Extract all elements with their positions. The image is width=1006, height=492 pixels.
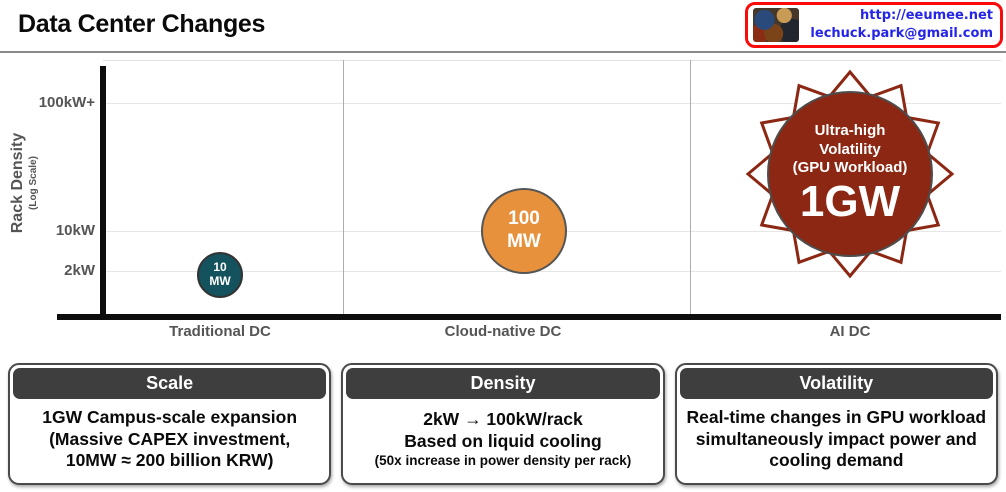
page-title: Data Center Changes (18, 10, 266, 38)
ai-value: 1GW (799, 177, 901, 227)
x-label-cloud-native-dc: Cloud-native DC (444, 323, 562, 340)
bubble-traditional-value-line2: MW (209, 274, 231, 288)
card-volatility-line2: simultaneously impact power and (695, 428, 977, 449)
y-tick-10kw: 10kW (55, 222, 95, 239)
y-axis-subtitle: (Log Scale) (28, 156, 39, 210)
card-density: Density 2kW → 100kW/rack Based on liquid… (341, 363, 665, 485)
ai-label-line1: Ultra-high (814, 122, 886, 140)
card-scale-line3: 10MW ≈ 200 billion KRW) (65, 450, 274, 471)
y-axis-title: Rack Density (Log Scale) (9, 103, 39, 263)
card-volatility-line1: Real-time changes in GPU workload (686, 406, 987, 427)
chart-top-border (103, 60, 1001, 61)
card-volatility: Volatility Real-time changes in GPU work… (674, 363, 998, 485)
bubble-cloud-native-dc: 100 MW (481, 188, 567, 274)
bubble-chart: Rack Density (Log Scale) 100kW+ 10kW 2kW… (0, 53, 1006, 359)
ai-label-line3: (GPU Workload) (792, 159, 908, 177)
badge-text: http://eeumee.net lechuck.park@gmail.com (806, 7, 993, 43)
y-axis-title-text: Rack Density (9, 132, 26, 234)
bubble-traditional-value-line1: 10 (213, 260, 227, 275)
y-tick-2kw: 2kW (64, 262, 95, 279)
card-density-title: Density (346, 368, 660, 399)
contact-email[interactable]: lechuck.park@gmail.com (810, 26, 993, 41)
card-volatility-body: Real-time changes in GPU workload simult… (680, 399, 993, 480)
ai-circle (767, 91, 933, 257)
column-divider-1 (343, 60, 344, 314)
bubble-traditional-dc: 10 MW (197, 252, 243, 298)
ai-label-line2: Volatility (819, 140, 881, 158)
card-scale-title: Scale (13, 368, 327, 399)
logo-image (753, 8, 799, 42)
gridline-100kw (103, 103, 1001, 104)
card-scale-line1: 1GW Campus-scale expansion (42, 406, 298, 427)
bubble-cloud-value-line1: 100 (508, 208, 540, 230)
website-badge: http://eeumee.net lechuck.park@gmail.com (745, 2, 1003, 48)
card-density-body: 2kW → 100kW/rack Based on liquid cooling… (346, 399, 659, 480)
x-label-ai-dc: AI DC (829, 323, 871, 340)
bubble-cloud-value-line2: MW (507, 231, 541, 252)
card-volatility-line3: cooling demand (769, 450, 904, 471)
starburst-shape (745, 69, 955, 279)
card-density-line2: Based on liquid cooling (404, 431, 602, 452)
bubble-ai-dc: Ultra-high Volatility (GPU Workload) 1GW (745, 69, 955, 279)
ai-bubble-text: Ultra-high Volatility (GPU Workload) 1GW (745, 69, 955, 279)
card-scale-line2: (Massive CAPEX investment, (49, 428, 291, 449)
header: Data Center Changes http://eeumee.net le… (0, 0, 1006, 53)
card-volatility-title: Volatility (679, 368, 993, 399)
y-tick-100kw: 100kW+ (38, 94, 95, 111)
card-scale-body: 1GW Campus-scale expansion (Massive CAPE… (13, 399, 326, 480)
column-divider-2 (690, 60, 691, 314)
card-density-small-line: (50x increase in power density per rack) (374, 452, 632, 468)
x-axis-line (57, 314, 1001, 320)
gridline-2kw (103, 271, 1001, 272)
card-density-line1: 2kW → 100kW/rack (423, 409, 583, 430)
y-axis-line (100, 66, 106, 320)
summary-cards: Scale 1GW Campus-scale expansion (Massiv… (0, 359, 1006, 485)
website-url[interactable]: http://eeumee.net (860, 7, 993, 23)
card-scale: Scale 1GW Campus-scale expansion (Massiv… (8, 363, 332, 485)
x-label-traditional-dc: Traditional DC (169, 323, 271, 340)
